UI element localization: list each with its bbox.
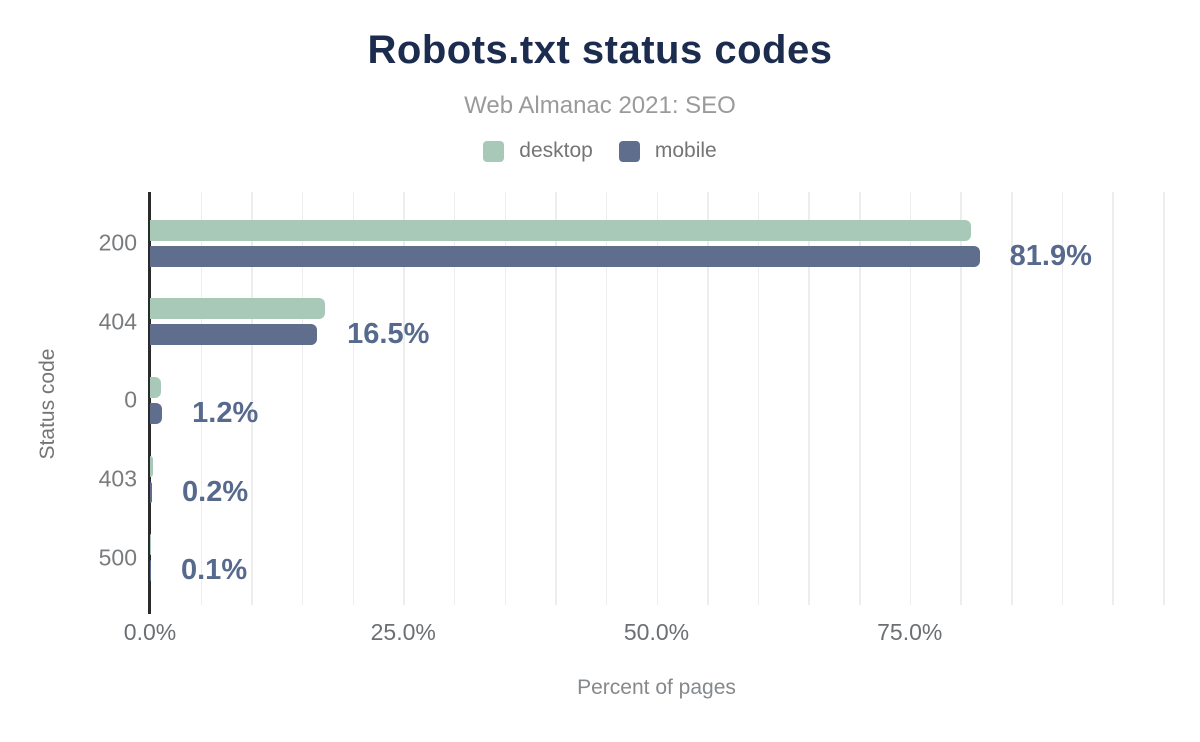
category-label: 500 — [98, 544, 137, 571]
gridline — [1112, 192, 1114, 605]
gridline — [960, 192, 962, 605]
gridline — [605, 192, 608, 605]
value-label: 0.1% — [181, 554, 248, 587]
gridline — [453, 192, 456, 605]
gridline — [808, 192, 810, 605]
bar-line-desktop — [150, 219, 1163, 241]
bar-rows: 200 81.9% 404 16.5% 0 1.2% 403 0.2% 500 0.1% — [99, 192, 1163, 607]
y-axis-title: Status code — [36, 348, 59, 460]
bar-mobile-500 — [150, 560, 151, 582]
bar-desktop-0 — [150, 376, 162, 398]
legend-item-desktop: desktop — [483, 139, 593, 163]
x-tick-label: 0.0% — [123, 619, 177, 645]
bar-line-mobile: 1.2% — [150, 398, 1163, 427]
bar-line-mobile: 81.9% — [150, 241, 1163, 270]
legend-swatch-desktop-icon — [483, 140, 505, 162]
legend: desktop mobile — [0, 139, 1200, 163]
bar-line-desktop — [150, 534, 1163, 556]
bar-row-500: 500 0.1% — [99, 518, 1163, 597]
gridline — [403, 192, 405, 605]
gridline — [909, 192, 912, 605]
bar-line-desktop — [150, 298, 1163, 320]
bar-mobile-0 — [150, 402, 163, 424]
gridline — [1163, 192, 1165, 605]
bar-desktop-500 — [150, 534, 151, 556]
bar-desktop-404 — [150, 298, 326, 320]
bar-line-mobile: 16.5% — [150, 320, 1163, 349]
category-label: 200 — [98, 229, 137, 256]
legend-label-mobile: mobile — [654, 139, 717, 162]
gridline — [504, 192, 507, 605]
bar-row-0: 0 1.2% — [124, 361, 1163, 440]
x-tick-label: 50.0% — [623, 619, 690, 645]
bar-mobile-200 — [150, 245, 980, 267]
bar-mobile-404 — [150, 324, 318, 346]
x-axis-title: Percent of pages — [577, 676, 736, 699]
chart-subtitle: Web Almanac 2021: SEO — [464, 92, 736, 119]
legend-item-mobile: mobile — [618, 139, 717, 163]
legend-swatch-mobile-icon — [618, 140, 640, 162]
bar-desktop-403 — [150, 455, 154, 477]
legend-label-desktop: desktop — [519, 139, 593, 162]
gridline — [352, 192, 355, 605]
bar-line-desktop — [150, 455, 1163, 477]
bar-row-403: 403 0.2% — [99, 440, 1163, 519]
chart-title: Robots.txt status codes — [367, 28, 833, 72]
bar-line-mobile: 0.1% — [150, 556, 1163, 585]
bar-line-mobile: 0.2% — [150, 477, 1163, 506]
gridline — [859, 192, 861, 605]
plot-area: 200 81.9% 404 16.5% 0 1.2% 403 0.2% 500 0.1% 0.0%… — [99, 192, 1165, 645]
gridline — [200, 192, 203, 605]
value-label: 16.5% — [347, 318, 430, 351]
value-label: 0.2% — [182, 475, 249, 508]
category-label: 0 — [124, 386, 137, 413]
gridline — [251, 192, 253, 605]
value-label: 1.2% — [192, 396, 259, 429]
gridline — [555, 192, 557, 605]
category-label: 403 — [98, 465, 137, 492]
category-label: 404 — [98, 308, 137, 335]
gridline — [1011, 192, 1013, 605]
bar-row-200: 200 81.9% — [99, 204, 1163, 283]
y-axis-line — [148, 192, 151, 614]
bar-row-404: 404 16.5% — [99, 283, 1163, 362]
x-tick-label: 75.0% — [877, 619, 943, 645]
gridline — [757, 192, 760, 605]
gridline — [301, 192, 304, 605]
value-label: 81.9% — [1009, 239, 1092, 272]
x-tick-label: 25.0% — [370, 619, 436, 645]
bar-line-desktop — [150, 376, 1163, 398]
gridline — [1061, 192, 1064, 605]
gridline — [656, 192, 658, 605]
bar-desktop-200 — [150, 219, 971, 241]
bar-mobile-403 — [150, 481, 153, 503]
gridline — [707, 192, 709, 605]
